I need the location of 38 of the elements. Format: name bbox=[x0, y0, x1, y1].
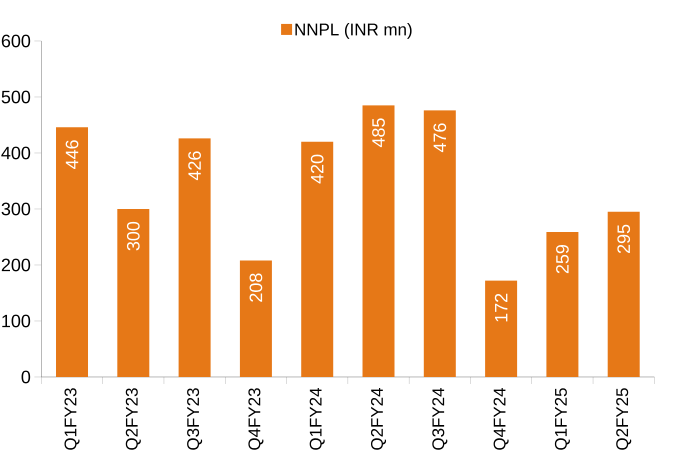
x-tick-label: Q1FY24 bbox=[310, 388, 325, 450]
legend-label: NNPL (INR mn) bbox=[295, 23, 412, 39]
data-label: 208 bbox=[250, 273, 262, 302]
bar bbox=[608, 212, 640, 377]
y-tick-label: 0 bbox=[22, 370, 30, 384]
data-label: 420 bbox=[310, 154, 324, 184]
y-tick-label: 500 bbox=[2, 90, 30, 104]
bar bbox=[424, 110, 456, 377]
y-tick-label: 400 bbox=[1, 146, 30, 160]
bar bbox=[301, 142, 334, 377]
data-label: 485 bbox=[372, 118, 385, 148]
bar bbox=[117, 208, 150, 377]
x-tick-label: Q1FY25 bbox=[554, 388, 570, 450]
x-tick-label: Q2FY23 bbox=[126, 388, 141, 450]
data-label: 476 bbox=[433, 123, 446, 152]
x-tick-label: Q3FY23 bbox=[187, 388, 202, 450]
x-tick-label: Q3FY24 bbox=[432, 388, 448, 450]
x-tick-label: Q1FY23 bbox=[64, 388, 80, 450]
y-tick-label: 200 bbox=[2, 258, 30, 272]
bar bbox=[56, 127, 88, 377]
x-tick-label: Q2FY25 bbox=[616, 388, 632, 450]
y-tick-label: 300 bbox=[2, 202, 30, 216]
y-tick-label: 600 bbox=[2, 34, 30, 48]
x-tick-label: Q2FY24 bbox=[370, 388, 386, 450]
data-label: 172 bbox=[494, 294, 508, 322]
x-tick-label: Q4FY23 bbox=[248, 388, 264, 450]
bar bbox=[240, 260, 272, 377]
data-label: 295 bbox=[617, 224, 630, 253]
bar bbox=[485, 280, 518, 377]
y-tick-label: 100 bbox=[2, 314, 30, 328]
data-label: 446 bbox=[66, 140, 78, 169]
data-label: 300 bbox=[126, 222, 140, 250]
x-tick-label: Q4FY24 bbox=[494, 388, 509, 450]
bar bbox=[362, 105, 395, 377]
bar bbox=[546, 232, 578, 377]
data-label: 259 bbox=[556, 245, 569, 274]
bar bbox=[178, 138, 211, 377]
data-label: 426 bbox=[188, 151, 201, 180]
